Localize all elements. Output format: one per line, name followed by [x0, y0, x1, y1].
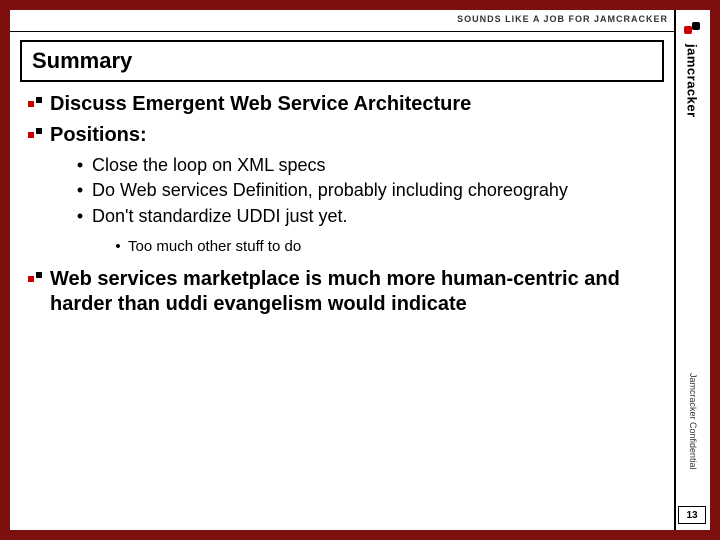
sub-bullet: • Don't standardize UDDI just yet.: [68, 205, 656, 228]
sub-bullet-text: Don't standardize UDDI just yet.: [92, 205, 348, 228]
sub-bullet-text: Close the loop on XML specs: [92, 154, 325, 177]
sub-dot-icon: •: [68, 154, 92, 177]
logo-icon: [682, 20, 702, 40]
sub-bullet-text: Do Web services Definition, probably inc…: [92, 179, 568, 202]
main-bullet: Discuss Emergent Web Service Architectur…: [28, 92, 656, 117]
slide-content: Summary Discuss Emergent Web Service Arc…: [10, 32, 674, 530]
confidential-label: Jamcracker Confidential: [688, 373, 698, 470]
logo-text: jamcracker: [685, 44, 700, 118]
title-box: Summary: [20, 40, 664, 82]
sub-bullet: • Do Web services Definition, probably i…: [68, 179, 656, 202]
sub-list: • Close the loop on XML specs • Do Web s…: [68, 154, 656, 228]
subsub-list: • Too much other stuff to do: [108, 238, 656, 255]
bullet-text: Web services marketplace is much more hu…: [50, 267, 656, 317]
page-number: 13: [678, 506, 706, 524]
bullet-icon: [28, 97, 42, 111]
bullet-text: Positions:: [50, 123, 147, 148]
sub-bullet: • Close the loop on XML specs: [68, 154, 656, 177]
main-bullet: Positions:: [28, 123, 656, 148]
main-bullet: Web services marketplace is much more hu…: [28, 267, 656, 317]
subsub-dot-icon: •: [108, 238, 128, 255]
sub-dot-icon: •: [68, 179, 92, 202]
subsub-bullet: • Too much other stuff to do: [108, 238, 656, 255]
brand-logo: jamcracker: [678, 20, 706, 140]
header-tagline: SOUNDS LIKE A JOB FOR JAMCRACKER: [457, 14, 668, 24]
content-body: Discuss Emergent Web Service Architectur…: [28, 92, 656, 323]
subsub-bullet-text: Too much other stuff to do: [128, 238, 301, 255]
header-bar: SOUNDS LIKE A JOB FOR JAMCRACKER: [10, 10, 710, 32]
bullet-icon: [28, 128, 42, 142]
right-sidebar: jamcracker Jamcracker Confidential 13: [674, 10, 710, 530]
slide-frame: SOUNDS LIKE A JOB FOR JAMCRACKER jamcrac…: [10, 10, 710, 530]
bullet-text: Discuss Emergent Web Service Architectur…: [50, 92, 471, 117]
slide-title: Summary: [32, 48, 132, 74]
sub-dot-icon: •: [68, 205, 92, 228]
bullet-icon: [28, 272, 42, 286]
